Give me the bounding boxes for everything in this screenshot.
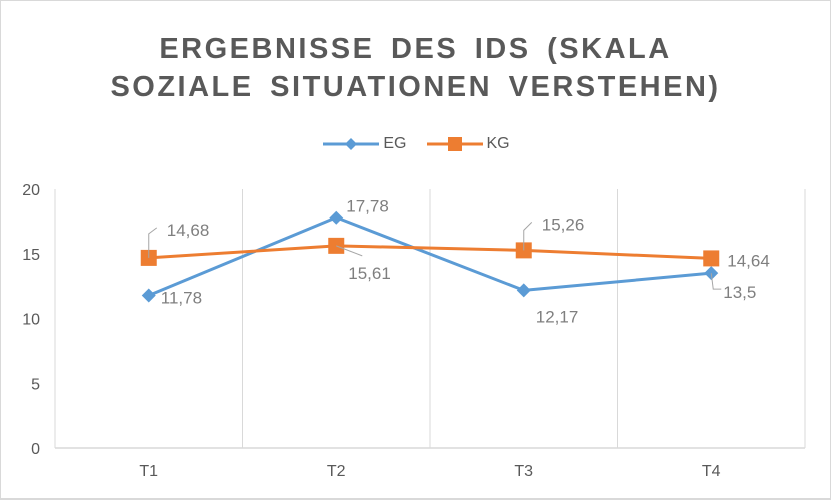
data-label-eg: 11,78 <box>161 288 202 307</box>
y-tick-label: 10 <box>22 312 40 329</box>
diamond-marker-icon <box>323 138 380 150</box>
legend-item-eg[interactable]: EG <box>321 134 407 154</box>
data-label-eg: 12,17 <box>536 307 579 326</box>
legend: EG KG <box>0 134 831 154</box>
data-point-kg <box>703 250 720 267</box>
x-tick-label: T3 <box>514 463 533 480</box>
data-point-eg <box>329 210 344 225</box>
x-tick-label: T4 <box>702 463 721 480</box>
series-line-kg <box>148 244 712 260</box>
legend-label-eg: EG <box>383 135 407 152</box>
chart-title-line-1: ERGEBNISSE DES IDS (SKALA <box>159 33 672 65</box>
data-label-kg: 14,68 <box>167 221 210 240</box>
series-line-eg <box>148 216 712 297</box>
y-tick-label: 0 <box>31 441 40 458</box>
data-label-kg: 14,64 <box>727 251 770 270</box>
data-point-eg <box>141 288 156 303</box>
y-tick-label: 20 <box>22 182 40 199</box>
legend-label-kg: KG <box>486 135 510 152</box>
x-tick-label: T1 <box>139 463 158 480</box>
data-point-eg <box>516 283 531 298</box>
chart-title-line-2: SOZIALE SITUATIONEN VERSTEHEN) <box>110 71 721 103</box>
y-tick-label: 5 <box>31 376 40 393</box>
x-tick-label: T2 <box>327 463 346 480</box>
data-label-kg: 15,26 <box>542 215 585 234</box>
leader-line <box>336 245 363 257</box>
data-label-eg: 13,5 <box>723 283 756 302</box>
legend-item-kg[interactable]: KG <box>425 134 510 154</box>
leader-line <box>148 227 158 258</box>
data-label-kg: 15,61 <box>348 264 391 283</box>
data-label-eg: 17,78 <box>346 197 389 216</box>
leader-line <box>523 222 533 251</box>
leader-line <box>710 273 722 290</box>
chart-title: ERGEBNISSE DES IDS (SKALA SOZIALE SITUAT… <box>0 30 831 106</box>
square-marker-icon <box>426 137 483 151</box>
y-tick-label: 15 <box>22 247 40 264</box>
